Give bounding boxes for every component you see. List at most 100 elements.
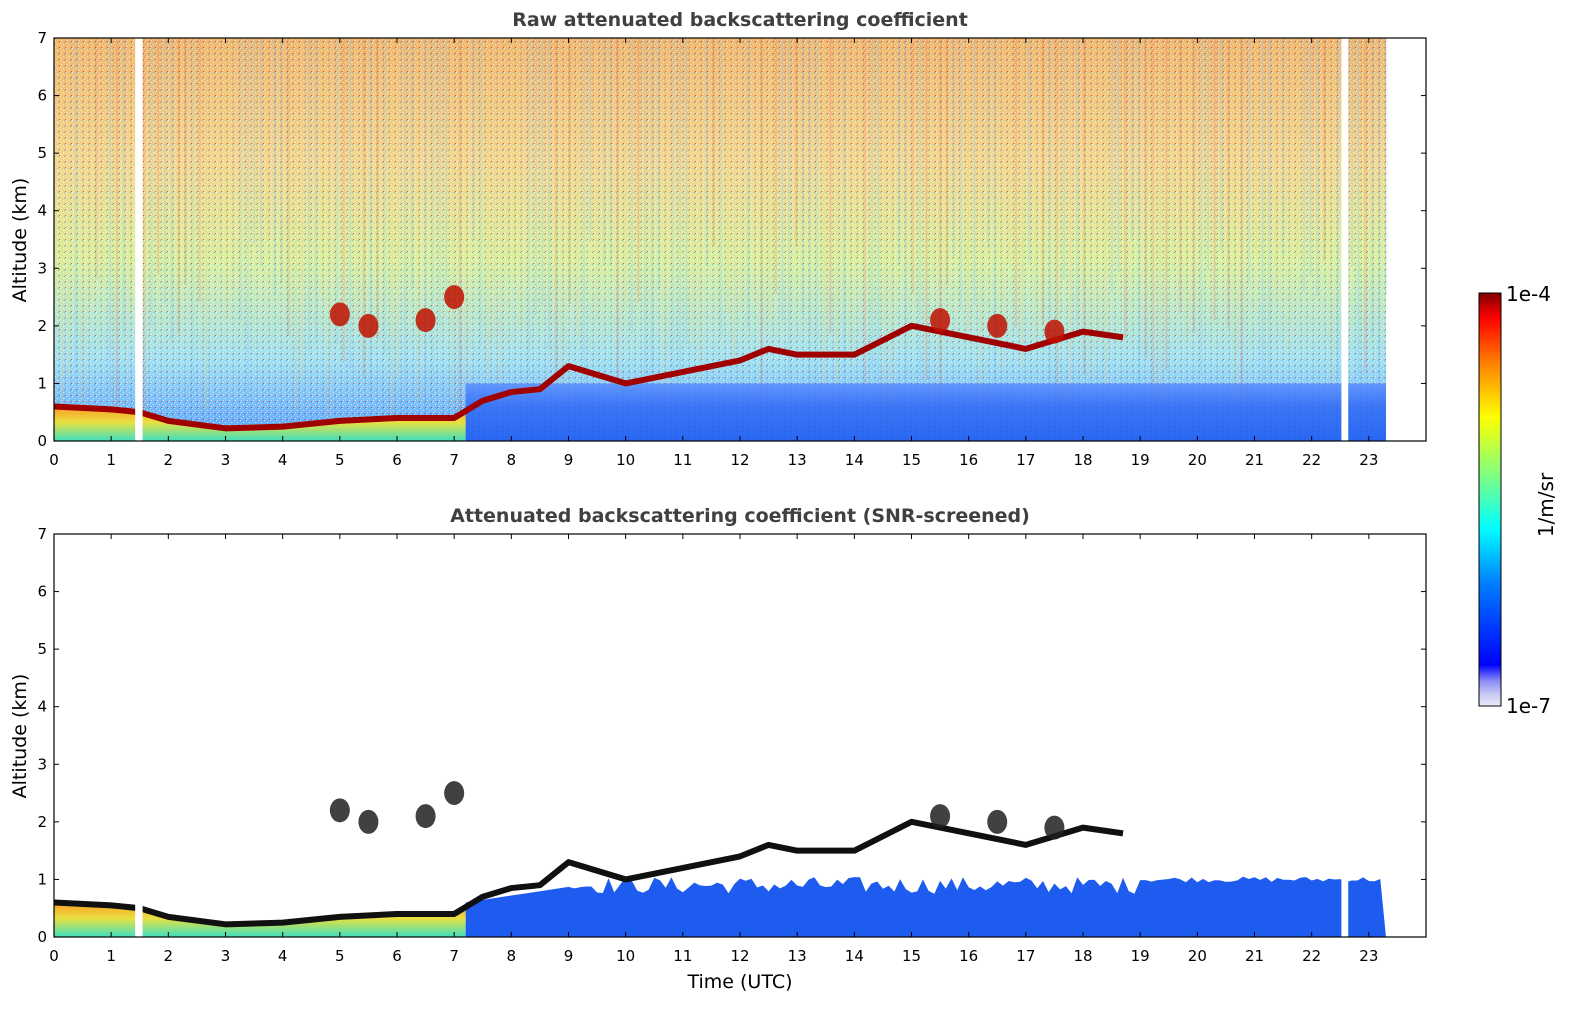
elevated-cloud [1044, 815, 1065, 840]
x-tick-label: 16 [959, 947, 978, 965]
raw-backscatter-field [54, 38, 1388, 441]
colorbar-max-label: 1e-4 [1506, 282, 1551, 306]
y-tick-label: 5 [37, 640, 47, 658]
x-tick-label: 18 [1073, 947, 1092, 965]
x-tick-label: 0 [49, 947, 59, 965]
data-gap [1341, 534, 1349, 937]
x-tick-label: 9 [564, 451, 574, 469]
x-tick-label: 3 [221, 947, 231, 965]
x-tick-label: 21 [1245, 451, 1264, 469]
speckle-overlay [54, 38, 1386, 441]
x-tick-label: 16 [959, 451, 978, 469]
colorbar-unit-label: 1/m/sr [1534, 472, 1558, 537]
y-tick-label: 1 [37, 870, 47, 888]
y-tick-label: 3 [37, 755, 47, 773]
x-tick-label: 4 [278, 451, 288, 469]
elevated-cloud [358, 809, 379, 834]
x-tick-label: 2 [164, 451, 174, 469]
elevated-cloud [1044, 319, 1065, 344]
x-axis-label: Time (UTC) [686, 971, 792, 993]
x-tick-label: 23 [1359, 451, 1378, 469]
x-tick-label: 9 [564, 947, 574, 965]
x-tick-label: 17 [1016, 451, 1035, 469]
y-tick-label: 2 [37, 317, 47, 335]
y-tick-label: 1 [37, 374, 47, 392]
elevated-cloud [444, 285, 465, 310]
x-tick-label: 10 [616, 451, 635, 469]
elevated-cloud [987, 313, 1008, 338]
boundary-layer [465, 383, 1386, 441]
x-tick-label: 23 [1359, 947, 1378, 965]
aerosol-layer [54, 899, 466, 937]
y-tick-label: 6 [37, 583, 47, 601]
y-tick-label: 4 [37, 698, 47, 716]
x-tick-label: 21 [1245, 947, 1264, 965]
x-tick-label: 3 [221, 451, 231, 469]
x-tick-label: 2 [164, 947, 174, 965]
x-tick-label: 17 [1016, 947, 1035, 965]
x-tick-label: 0 [49, 451, 59, 469]
elevated-cloud [930, 308, 951, 333]
x-tick-label: 11 [673, 451, 692, 469]
boundary-layer [465, 876, 1386, 937]
x-tick-label: 1 [106, 947, 116, 965]
x-tick-label: 8 [507, 451, 517, 469]
y-tick-label: 7 [37, 525, 47, 543]
cloud-base [54, 322, 1124, 432]
elevated-cloud [930, 804, 951, 829]
aerosol-layer [54, 403, 466, 441]
x-tick-label: 15 [902, 451, 921, 469]
y-tick-label: 3 [37, 259, 47, 277]
y-ticks: 0 1 2 3 4 5 6 7 [37, 29, 1426, 450]
x-tick-label: 15 [902, 947, 921, 965]
elevated-cloud [329, 798, 350, 823]
snr-screened-field [54, 534, 1386, 937]
x-tick-label: 4 [278, 947, 288, 965]
x-tick-label: 7 [449, 947, 459, 965]
plot-frame [53, 533, 1427, 938]
x-tick-label: 22 [1302, 947, 1321, 965]
x-tick-label: 20 [1188, 947, 1207, 965]
x-tick-label: 12 [730, 947, 749, 965]
x-tick-label: 8 [507, 947, 517, 965]
noise-streak [1384, 38, 1388, 294]
x-tick-label: 5 [335, 451, 345, 469]
y-tick-label: 0 [37, 928, 47, 946]
x-tick-label: 19 [1131, 451, 1150, 469]
elevated-cloud [329, 302, 350, 327]
x-ticks: 0 1 2 3 4 5 6 7 8 9 10 11 12 13 14 15 16 17 18 19 20 21 22 23 [49, 38, 1378, 469]
x-tick-label: 7 [449, 451, 459, 469]
x-tick-label: 14 [845, 947, 864, 965]
x-tick-label: 11 [673, 947, 692, 965]
x-ticks: 0 1 2 3 4 5 6 7 8 9 10 11 12 13 14 15 16 17 18 19 20 21 22 23 [49, 534, 1378, 965]
cloud-base [54, 818, 1124, 928]
y-tick-label: 0 [37, 432, 47, 450]
x-tick-label: 22 [1302, 451, 1321, 469]
x-tick-label: 13 [788, 451, 807, 469]
y-tick-label: 7 [37, 29, 47, 47]
y-tick-label: 2 [37, 813, 47, 831]
elevated-cloud [987, 809, 1008, 834]
elevated-cloud [415, 308, 436, 333]
elevated-cloud [444, 781, 465, 806]
data-gap [1341, 38, 1349, 441]
chart-title: Attenuated backscattering coefficient (S… [450, 505, 1030, 527]
y-tick-label: 6 [37, 87, 47, 105]
x-tick-label: 1 [106, 451, 116, 469]
colorbar-min-label: 1e-7 [1506, 694, 1551, 718]
y-tick-label: 4 [37, 202, 47, 220]
x-tick-label: 12 [730, 451, 749, 469]
x-tick-label: 18 [1073, 451, 1092, 469]
y-tick-label: 5 [37, 144, 47, 162]
y-ticks: 0 1 2 3 4 5 6 7 [37, 525, 1426, 946]
x-tick-label: 14 [845, 451, 864, 469]
x-tick-label: 13 [788, 947, 807, 965]
data-gap [135, 534, 143, 937]
x-tick-label: 10 [616, 947, 635, 965]
x-tick-label: 5 [335, 947, 345, 965]
elevated-cloud [358, 313, 379, 338]
y-axis-label: Altitude (km) [9, 178, 31, 303]
colorbar-gradient [1478, 292, 1502, 707]
